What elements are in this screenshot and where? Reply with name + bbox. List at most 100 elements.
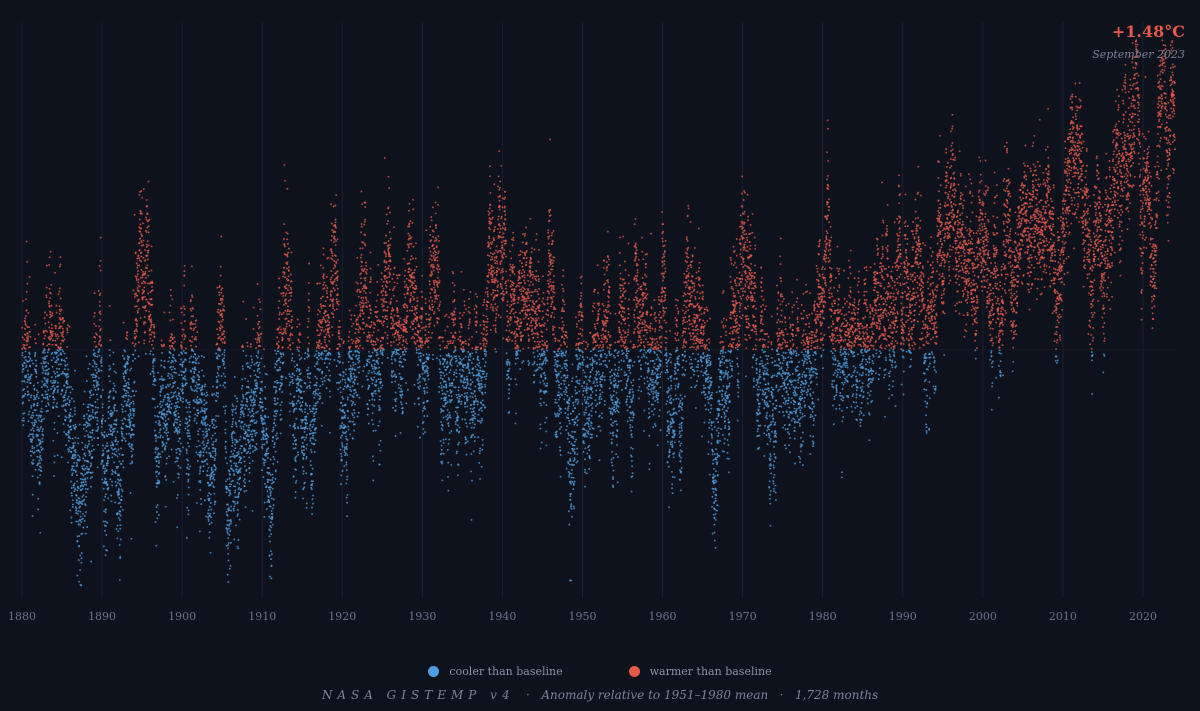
data-point [122, 466, 125, 469]
data-point [164, 416, 167, 418]
data-point [159, 385, 162, 388]
data-point [284, 328, 287, 330]
data-point [196, 409, 199, 412]
data-point [249, 447, 252, 450]
data-point [402, 339, 405, 342]
data-point [213, 503, 216, 506]
data-point [260, 387, 262, 390]
data-point [184, 358, 187, 361]
data-point [91, 471, 94, 474]
data-point [398, 321, 401, 324]
data-point [120, 463, 123, 466]
data-point [211, 475, 213, 478]
data-point [151, 339, 154, 342]
data-point [261, 469, 264, 472]
data-point [382, 324, 384, 327]
data-point [214, 440, 217, 443]
data-point [397, 383, 400, 386]
data-point [292, 433, 295, 436]
data-point [193, 379, 195, 382]
data-point [363, 267, 366, 270]
data-point [50, 337, 53, 340]
data-point [120, 479, 122, 482]
data-point [43, 317, 46, 320]
data-point [349, 370, 352, 373]
data-point [218, 284, 221, 287]
data-point [201, 369, 204, 372]
data-point [92, 359, 95, 362]
data-point [46, 330, 49, 333]
data-point [372, 392, 375, 395]
data-point [180, 345, 183, 348]
data-point [220, 235, 223, 238]
data-point [313, 365, 316, 368]
data-point [59, 326, 62, 329]
data-point [381, 344, 383, 346]
data-point [174, 415, 177, 417]
data-point [257, 323, 260, 326]
data-point [46, 393, 49, 396]
data-point [207, 516, 209, 519]
data-point [233, 538, 236, 541]
data-point [70, 428, 73, 431]
data-point [124, 365, 127, 368]
data-point [164, 403, 167, 406]
data-point [290, 321, 293, 323]
data-point [168, 403, 171, 406]
data-point [136, 273, 139, 275]
data-point [352, 353, 355, 356]
data-point [169, 412, 172, 415]
data-point [189, 385, 192, 388]
data-point [154, 406, 157, 409]
data-point [386, 325, 389, 328]
data-point [355, 323, 358, 326]
data-point [38, 430, 41, 432]
data-point [181, 363, 184, 366]
data-point [340, 338, 343, 341]
data-point [65, 389, 68, 392]
data-point [87, 434, 90, 437]
data-point [187, 493, 190, 496]
data-point [330, 239, 333, 242]
data-point [52, 396, 55, 398]
data-point [220, 338, 223, 340]
data-point [212, 418, 215, 421]
data-point [106, 442, 109, 445]
data-point [100, 431, 103, 434]
data-point [219, 323, 222, 326]
data-point [140, 241, 143, 244]
data-point [169, 352, 172, 355]
data-point [158, 460, 161, 462]
data-point [297, 350, 300, 352]
data-point [390, 322, 393, 325]
data-point [39, 474, 42, 477]
data-point [383, 297, 386, 300]
data-point [106, 549, 109, 552]
data-point [84, 444, 87, 447]
data-point [268, 488, 271, 491]
data-point [403, 257, 406, 260]
data-point [146, 226, 149, 229]
data-point [123, 389, 126, 392]
data-point [355, 328, 357, 331]
data-point [230, 505, 233, 508]
data-point [186, 432, 189, 435]
data-point [104, 511, 107, 514]
data-point [363, 331, 366, 334]
data-point [110, 425, 113, 428]
data-point [320, 377, 323, 380]
data-point [70, 385, 72, 388]
data-point [351, 358, 353, 361]
data-point [62, 317, 64, 320]
data-point [362, 241, 365, 244]
data-point [359, 315, 362, 318]
data-point [175, 451, 178, 454]
data-point [89, 471, 92, 474]
data-point [234, 443, 236, 446]
data-point [174, 340, 177, 343]
data-point [213, 457, 216, 460]
data-point [106, 460, 109, 462]
data-point [205, 391, 208, 394]
data-point [239, 447, 242, 450]
data-point [104, 520, 107, 523]
